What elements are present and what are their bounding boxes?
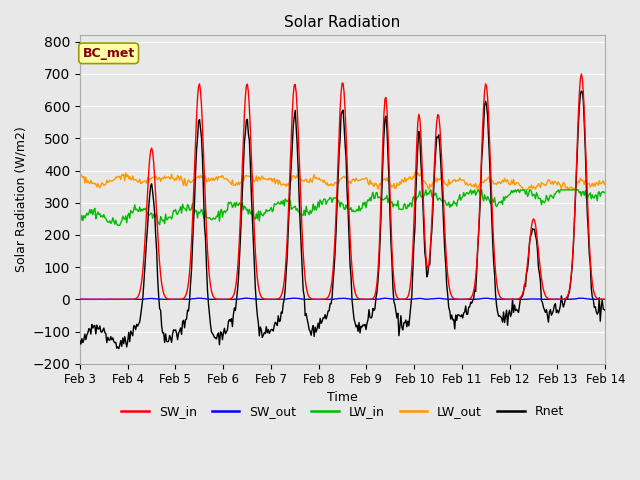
- LW_in: [602, 190, 609, 195]
- LW_out: [255, 174, 263, 180]
- LW_out: [76, 173, 84, 179]
- LW_in: [389, 204, 397, 210]
- LW_in: [577, 193, 585, 199]
- Rnet: [577, 92, 584, 97]
- SW_out: [76, 297, 84, 302]
- LW_in: [257, 208, 264, 214]
- SW_in: [255, 288, 263, 294]
- SW_in: [602, 297, 609, 302]
- Legend: SW_in, SW_out, LW_in, LW_out, Rnet: SW_in, SW_out, LW_in, LW_out, Rnet: [116, 400, 569, 423]
- Text: BC_met: BC_met: [83, 47, 135, 60]
- SW_in: [575, 91, 583, 96]
- Rnet: [136, 319, 143, 325]
- SW_out: [136, 297, 143, 302]
- LW_in: [76, 216, 84, 221]
- SW_out: [175, 297, 182, 302]
- Rnet: [557, 302, 564, 308]
- SW_out: [243, 295, 250, 301]
- LW_out: [577, 178, 585, 183]
- Line: LW_in: LW_in: [80, 190, 605, 225]
- Line: SW_out: SW_out: [80, 298, 605, 300]
- LW_out: [135, 179, 143, 185]
- LW_out: [411, 169, 419, 175]
- LW_out: [173, 173, 181, 179]
- Y-axis label: Solar Radiation (W/m2): Solar Radiation (W/m2): [15, 127, 28, 273]
- SW_in: [135, 292, 143, 298]
- Rnet: [115, 346, 123, 351]
- SW_in: [556, 297, 563, 302]
- SW_out: [257, 297, 265, 302]
- SW_out: [557, 297, 565, 302]
- SW_out: [602, 297, 609, 302]
- LW_in: [136, 204, 143, 210]
- SW_in: [173, 297, 181, 302]
- SW_out: [577, 295, 585, 301]
- SW_in: [76, 297, 84, 302]
- Line: SW_in: SW_in: [80, 74, 605, 300]
- Rnet: [175, 330, 182, 336]
- Title: Solar Radiation: Solar Radiation: [284, 15, 401, 30]
- Rnet: [389, 285, 397, 290]
- LW_out: [557, 186, 565, 192]
- Line: LW_out: LW_out: [80, 172, 605, 191]
- LW_out: [521, 188, 529, 193]
- SW_out: [77, 297, 84, 302]
- Line: Rnet: Rnet: [80, 91, 605, 348]
- LW_in: [114, 222, 122, 228]
- LW_in: [557, 187, 565, 193]
- SW_in: [577, 71, 585, 77]
- LW_in: [175, 208, 182, 214]
- Rnet: [257, 324, 264, 330]
- Rnet: [577, 88, 585, 94]
- X-axis label: Time: Time: [327, 391, 358, 404]
- LW_in: [422, 187, 429, 193]
- SW_in: [388, 246, 396, 252]
- LW_out: [602, 180, 609, 186]
- Rnet: [76, 338, 84, 344]
- SW_out: [390, 296, 397, 302]
- Rnet: [602, 308, 609, 313]
- LW_out: [388, 184, 396, 190]
